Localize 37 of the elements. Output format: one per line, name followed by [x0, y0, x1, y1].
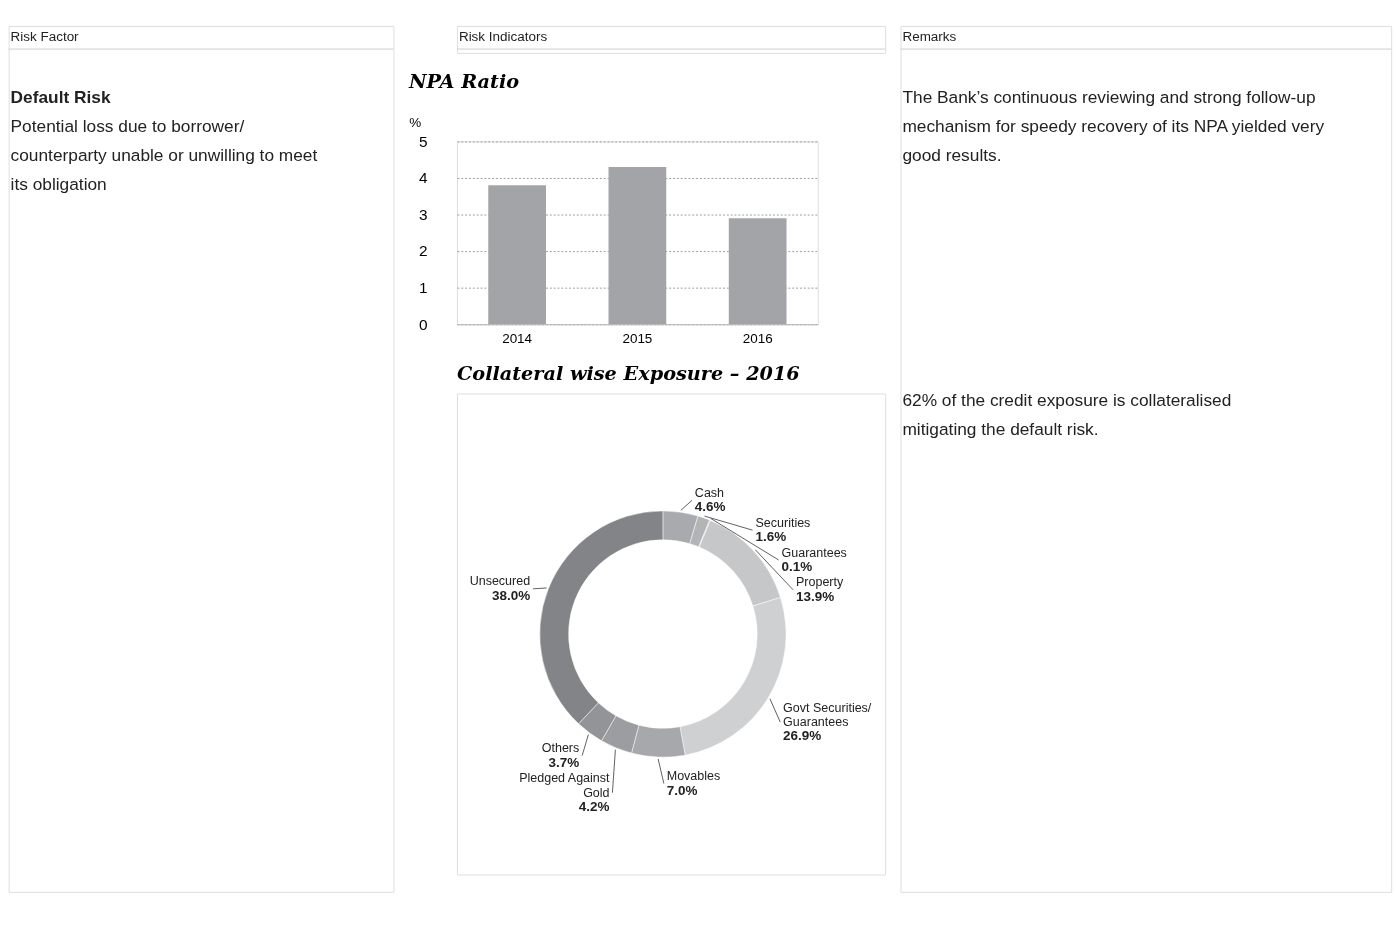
slice-label: Others: [541, 741, 580, 756]
y-axis-title: %: [409, 115, 422, 131]
data-label: 4.2%: [578, 798, 610, 814]
data-label: 3.7%: [548, 754, 580, 770]
chart-title: Collateral wise Exposure – 2016: [457, 362, 800, 386]
data-label: 38.0%: [491, 587, 531, 603]
chart-title: NPA Ratio: [407, 69, 520, 93]
data-label: 7.0%: [666, 782, 698, 798]
text: Potential loss due to borrower/ counterparty unable or unwilling to meet its obligation: [10, 115, 318, 194]
data-label: 26.9%: [783, 728, 822, 744]
data-label: 4.6%: [694, 499, 726, 515]
text: 62% of the credit exposure is collateralised mitigating the default risk.: [902, 390, 1232, 439]
slice-label: Cash: [694, 485, 725, 500]
slice-label: Property: [796, 575, 844, 590]
text: The Bank’s continuous reviewing and strong follow-up mechanism for speedy recovery of its NPA yielded very good results.: [902, 86, 1325, 165]
text: Risk Indicators: [458, 29, 548, 45]
y-tick-label: 3: [418, 205, 428, 223]
text: Default Risk: [10, 86, 111, 107]
x-tick-label: 2015: [622, 330, 653, 346]
slice-label: Movables: [666, 769, 721, 784]
slice-label: Securities: [755, 515, 811, 530]
slice-label: Unsecured: [469, 574, 531, 589]
y-tick-label: 4: [418, 169, 428, 187]
x-tick-label: 2016: [742, 330, 773, 346]
data-label: 1.6%: [755, 529, 787, 545]
slice-label: Pledged Against Gold: [519, 771, 611, 800]
y-tick-label: 0: [418, 315, 428, 333]
y-tick-label: 1: [418, 278, 428, 296]
data-label: 13.9%: [796, 588, 835, 604]
slice-label: Guarantees: [781, 545, 847, 560]
y-tick-label: 2: [418, 242, 428, 260]
text: Risk Factor: [10, 29, 80, 45]
y-tick-label: 5: [418, 132, 428, 150]
slice-label: Govt Securities/ Guarantees: [783, 700, 872, 729]
text: Remarks: [902, 29, 957, 45]
x-tick-label: 2014: [502, 330, 533, 346]
data-label: 0.1%: [781, 559, 813, 575]
